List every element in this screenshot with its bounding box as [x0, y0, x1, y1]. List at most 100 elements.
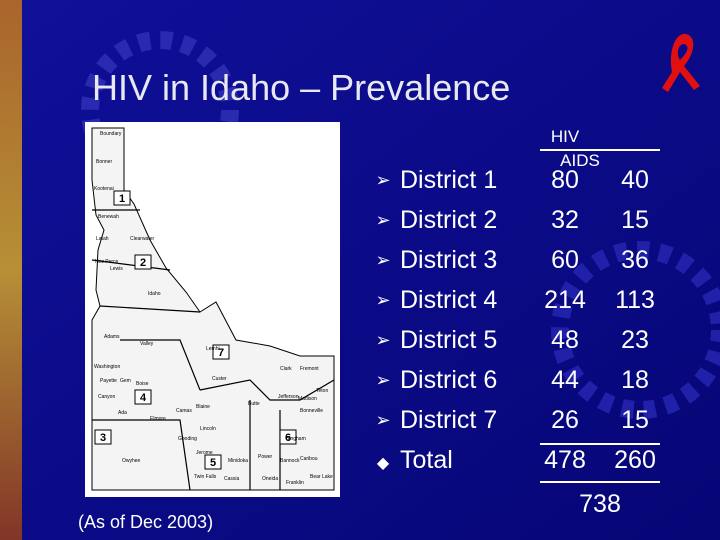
county-name: Madison	[298, 396, 317, 402]
gear	[81, 31, 239, 189]
bullet: ➢	[375, 170, 390, 190]
county-name: Caribou	[300, 456, 318, 462]
aids-value: 113	[615, 286, 655, 314]
column-header: AIDS	[560, 151, 600, 170]
county-name: Jefferson	[278, 394, 299, 400]
row-label: District 4	[400, 286, 497, 314]
county-name: Butte	[248, 401, 260, 407]
table: HIV AIDS ➢ District 1 80 40 ➢ District 2 32 15 ➢ Di…	[375, 127, 660, 518]
total-aids: 260	[614, 446, 656, 474]
row-label: District 2	[400, 206, 497, 234]
county-name: Teton	[316, 388, 328, 394]
county-name: Elmore	[150, 416, 166, 422]
bullet: ➢	[375, 330, 390, 350]
county-name: Camas	[176, 408, 192, 414]
county-name: Fremont	[300, 366, 319, 372]
county-name: Custer	[212, 376, 227, 382]
district-number: 4	[140, 392, 147, 404]
aids-value: 18	[621, 366, 649, 394]
hiv-value: 60	[551, 246, 579, 274]
bullet: ◆	[377, 455, 390, 472]
district-box	[94, 429, 112, 445]
total-label: Total	[400, 446, 453, 474]
county-name: Canyon	[98, 394, 115, 400]
district-number: 5	[210, 457, 216, 469]
county-name: Washington	[94, 364, 120, 370]
county-name: Valley	[140, 341, 154, 347]
county-name: Clark	[280, 366, 292, 372]
hiv-value: 214	[544, 286, 586, 314]
hiv-value: 26	[551, 406, 579, 434]
county-name: Bingham	[286, 436, 306, 442]
county-name: Jerome	[196, 450, 213, 456]
aids-value: 15	[621, 406, 649, 434]
district-box	[204, 454, 222, 470]
district-number: 1	[119, 193, 125, 205]
row-label: District 6	[400, 366, 497, 394]
district-box	[134, 254, 152, 270]
county-name: Oneida	[262, 476, 278, 482]
county-name: Gooding	[178, 436, 197, 442]
hiv-value: 44	[551, 366, 579, 394]
district-borders	[91, 209, 335, 491]
county-name: Lincoln	[200, 426, 216, 432]
county-name: Twin Falls	[194, 474, 217, 480]
bullet: ➢	[375, 250, 390, 270]
district-number: 6	[285, 432, 291, 444]
county-name: Bonner	[96, 159, 112, 165]
county-name: Bannock	[280, 458, 300, 464]
district-box	[279, 429, 297, 445]
county-name: Ada	[118, 410, 127, 416]
bullet: ➢	[375, 210, 390, 230]
county-name: Blaine	[196, 404, 210, 410]
county-name: Cassia	[224, 476, 240, 482]
county-name: Clearwater	[130, 236, 155, 242]
county-name: Latah	[96, 236, 109, 242]
map-labels: 1 2 3 4 5 6 7 Boundary Bonner Kootenai Benewah Lata…	[94, 131, 333, 486]
district-number: 2	[140, 257, 146, 269]
county-name: Power	[258, 454, 273, 460]
county-name: Boundary	[100, 131, 122, 137]
bullet: ➢	[375, 290, 390, 310]
bullet: ➢	[375, 370, 390, 390]
hiv-value: 80	[551, 166, 579, 194]
county-name: Bonneville	[300, 408, 323, 414]
row-label: District 7	[400, 406, 497, 434]
aids-value: 23	[621, 326, 649, 354]
note: (As of Dec 2003)	[78, 512, 213, 532]
aids-value: 15	[621, 206, 649, 234]
county-name: Boise	[136, 381, 149, 387]
county-name: Lemhi	[206, 346, 220, 352]
county-name: Owyhee	[122, 458, 141, 464]
county-name: Minidoka	[228, 458, 248, 464]
column-header: HIV	[551, 127, 580, 146]
ribbon-icon	[662, 33, 700, 92]
county-name: Idaho	[148, 291, 161, 297]
county-name: Franklin	[286, 480, 304, 486]
county-name: Adams	[104, 334, 120, 340]
total-hiv: 478	[544, 446, 586, 474]
county-name: Kootenai	[94, 186, 114, 192]
side-strip	[0, 0, 22, 540]
hiv-value: 32	[551, 206, 579, 234]
county-name: Gem	[120, 378, 131, 384]
title: HIV in Idaho – Prevalence	[92, 67, 510, 108]
county-name: Lewis	[110, 266, 123, 272]
county-name: Payette	[100, 378, 117, 384]
district-number: 7	[218, 347, 224, 359]
hiv-value: 48	[551, 326, 579, 354]
grand-total: 738	[579, 490, 621, 518]
row-label: District 3	[400, 246, 497, 274]
row-label: District 5	[400, 326, 497, 354]
row-label: District 1	[400, 166, 497, 194]
county-name: Bear Lake	[310, 474, 333, 480]
district-box	[212, 344, 230, 360]
district-box	[113, 190, 131, 206]
bullet: ➢	[375, 410, 390, 430]
gear	[551, 241, 720, 419]
county-name: Benewah	[98, 214, 119, 220]
district-number: 3	[100, 432, 106, 444]
county-name: Nez Perce	[95, 259, 119, 265]
district-box	[134, 389, 152, 405]
